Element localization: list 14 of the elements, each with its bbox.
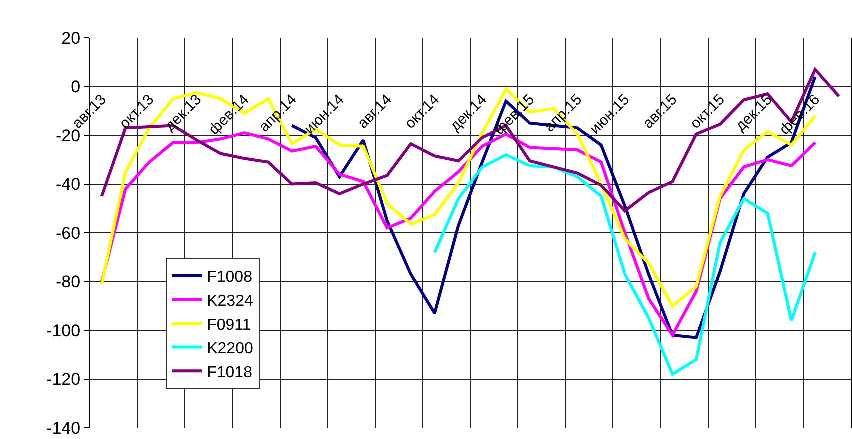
y-tick-label: 20 (62, 28, 81, 48)
y-tick-label: -140 (46, 418, 81, 438)
y-tick-label: -40 (56, 175, 81, 194)
y-tick-label: -60 (56, 224, 81, 243)
line-series (433, 154, 817, 376)
legend-label: F1018 (207, 364, 253, 382)
legend-label: K2324 (207, 292, 254, 310)
y-tick-label: 0 (71, 78, 81, 97)
y-tick-label: -80 (56, 272, 81, 292)
legend-label: F1008 (207, 269, 253, 286)
y-tick-label: -100 (46, 321, 81, 340)
legend-label: F0911 (207, 316, 252, 334)
y-tick-label: -120 (46, 370, 81, 390)
legend-label: K2200 (207, 340, 254, 358)
